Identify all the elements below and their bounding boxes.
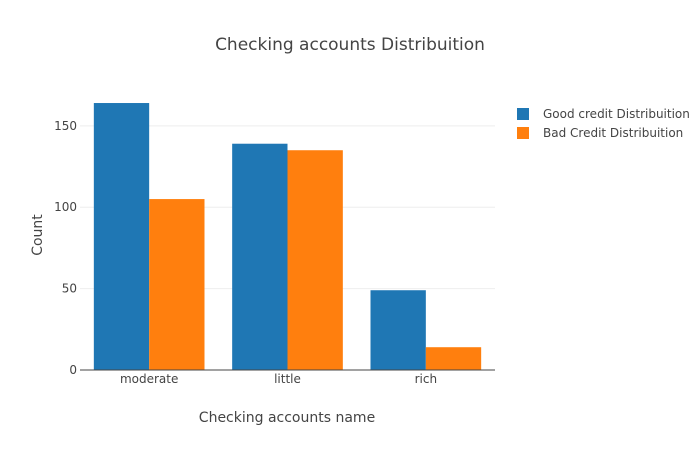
bar-moderate-good: [93, 103, 150, 370]
legend-label: Good credit Distribuition: [543, 107, 690, 121]
y-tick-label: 0: [69, 363, 77, 377]
bar-rich-good: [370, 290, 426, 370]
y-tick-label: 50: [62, 282, 77, 296]
x-tick-label: moderate: [120, 372, 178, 386]
bar-little-bad: [287, 150, 343, 370]
legend-swatch: [517, 127, 529, 139]
bar-rich-bad: [425, 347, 482, 370]
bar-moderate-bad: [149, 199, 205, 370]
y-tick-labels: 0 50 100 150: [54, 119, 77, 377]
chart-title: Checking accounts Distribuition: [215, 35, 485, 55]
bar-little-good: [232, 143, 288, 370]
x-tick-labels: moderate little rich: [120, 372, 437, 386]
legend-swatch: [517, 108, 529, 120]
y-tick-label: 150: [54, 119, 77, 133]
x-tick-label: little: [274, 372, 301, 386]
legend: Good credit Distribuition Bad Credit Dist…: [517, 107, 690, 140]
y-tick-label: 100: [54, 200, 77, 214]
legend-label: Bad Credit Distribuition: [543, 126, 683, 140]
bars: [93, 103, 482, 370]
x-axis-title: Checking accounts name: [199, 410, 375, 426]
x-tick-label: rich: [415, 372, 437, 386]
y-axis-title: Count: [30, 214, 46, 256]
